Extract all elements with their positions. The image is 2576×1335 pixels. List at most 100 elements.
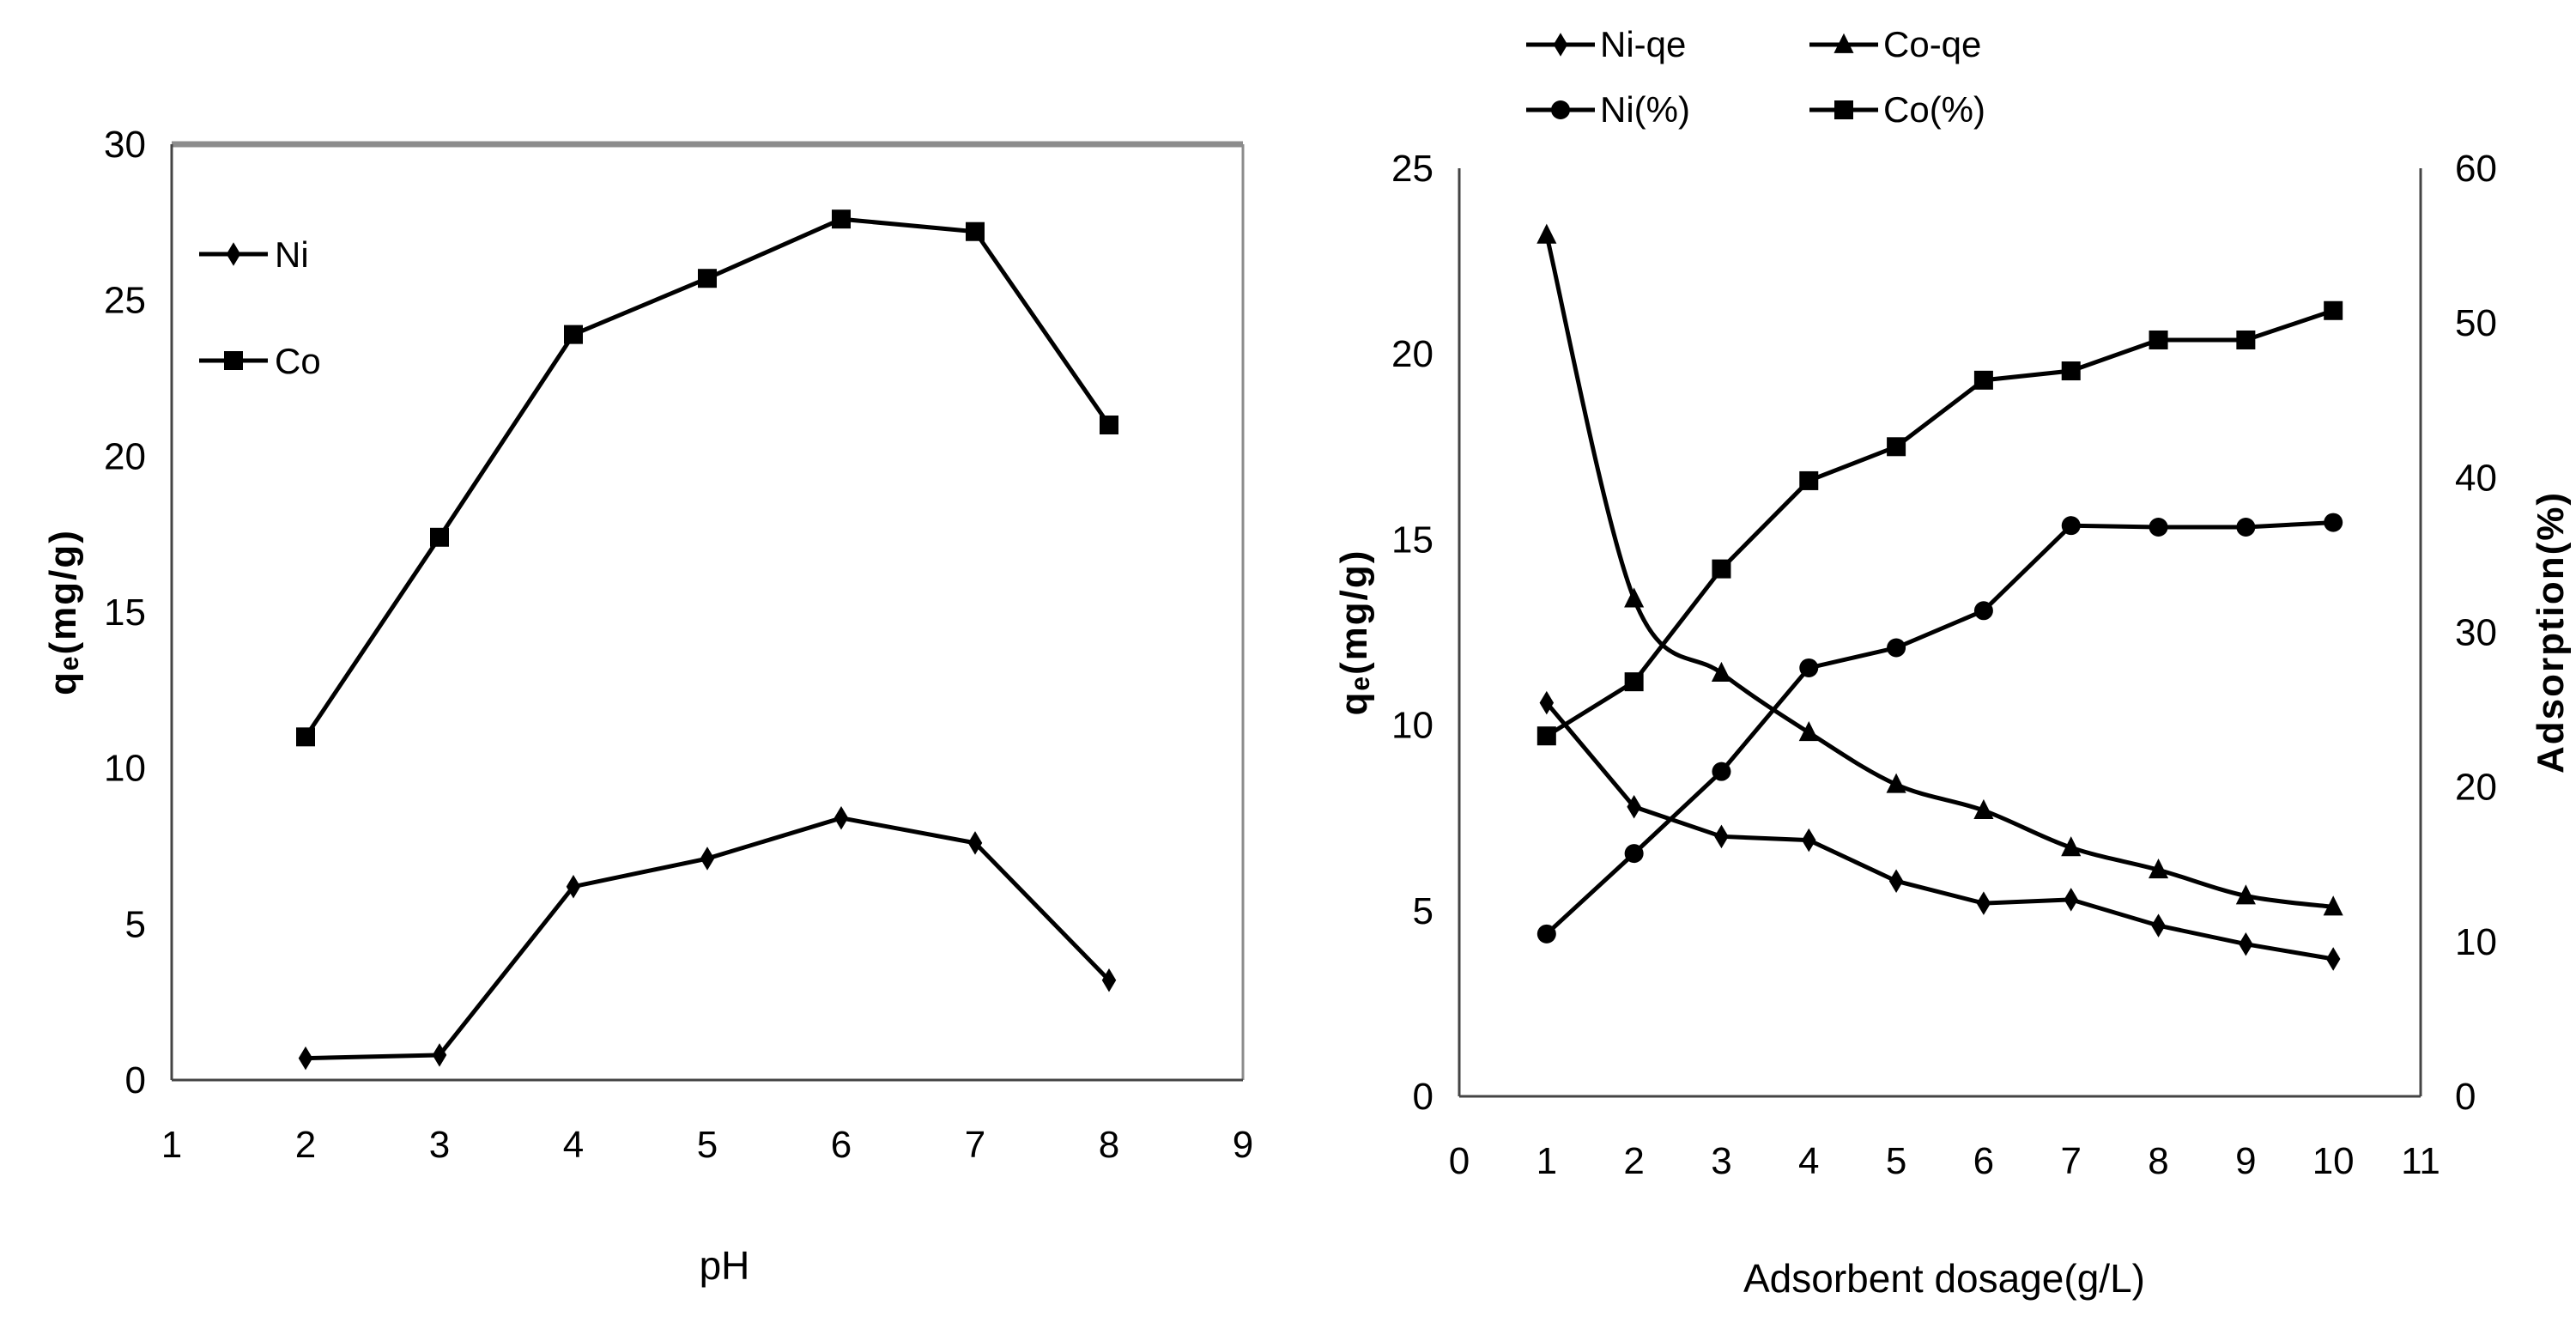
data-point-co: [966, 221, 985, 241]
x-tick-label: 0: [1449, 1140, 1470, 1182]
x-axis-label: pH: [700, 1243, 750, 1288]
legend-label: Ni(%): [1600, 89, 1690, 130]
data-point-co: [564, 325, 583, 344]
data-point-co: [1537, 726, 1556, 746]
data-point-ni: [2236, 517, 2256, 537]
legend-label: Co: [275, 341, 321, 381]
x-tick-label: 7: [965, 1124, 985, 1166]
data-point-co-qe: [1798, 721, 1819, 742]
data-point-co: [1712, 559, 1731, 579]
data-point-co: [1100, 416, 1118, 434]
y-tick-label: 0: [1413, 1076, 1433, 1118]
data-point-co-qe: [1711, 661, 1732, 682]
x-tick-label: 6: [831, 1124, 852, 1166]
data-point-co-qe: [1537, 223, 1557, 244]
y-axis-label: qₑ(mg/g): [42, 529, 84, 695]
x-tick-label: 7: [2060, 1140, 2081, 1182]
y2-tick-label: 50: [2455, 302, 2497, 344]
y2-tick-label: 60: [2455, 148, 2497, 190]
x-tick-label: 4: [563, 1124, 584, 1166]
y-tick-label: 0: [125, 1059, 146, 1101]
data-point-co: [698, 269, 717, 288]
data-point-co-qe: [2148, 859, 2169, 879]
data-point-ni-qe: [1539, 690, 1555, 715]
y-tick-label: 10: [1391, 705, 1433, 747]
data-point-co-qe: [1886, 773, 1906, 793]
y-tick-label: 15: [104, 592, 146, 634]
data-point-ni-qe: [1802, 828, 1816, 853]
data-point-ni-qe: [1888, 869, 1904, 893]
x-tick-label: 2: [1623, 1140, 1644, 1182]
data-point-co-qe: [1973, 798, 1994, 819]
legend-marker: [224, 351, 243, 370]
data-point-ni: [1712, 762, 1731, 781]
x-tick-label: 5: [697, 1124, 718, 1166]
legend-label: Co(%): [1883, 89, 1985, 130]
y-axis-label: qₑ(mg/g): [1333, 549, 1375, 716]
data-point-co: [296, 727, 315, 747]
x-tick-label: 8: [2148, 1140, 2168, 1182]
legend-label: Ni: [275, 234, 309, 275]
x-tick-label: 1: [161, 1124, 182, 1166]
y-tick-label: 5: [125, 903, 146, 945]
data-point-ni-qe: [1627, 794, 1641, 819]
chart-ph: 0 5 10 15 20 25 30 1 2 3 4 5 6 7 8 9 pH qₑ(mg/g) Ni Co: [42, 124, 1253, 1288]
data-point-ni: [1799, 658, 1819, 677]
y-tick-label: 20: [1391, 333, 1433, 375]
data-point-co: [832, 209, 851, 229]
x-axis-label: Adsorbent dosage(g/L): [1743, 1256, 2145, 1301]
y-tick-label: 20: [104, 435, 146, 477]
data-point-co: [1973, 370, 1993, 390]
x-tick-label: 6: [1973, 1140, 1994, 1182]
legend-marker: [1551, 100, 1570, 119]
data-point-ni-qe: [2064, 888, 2078, 912]
data-point-co: [1624, 672, 1644, 692]
data-point-co: [1799, 470, 1819, 490]
x-tick-label: 8: [1099, 1124, 1119, 1166]
y-tick-label: 15: [1391, 519, 1433, 561]
data-point-co-qe: [2235, 884, 2256, 905]
data-point-ni: [298, 1046, 313, 1071]
y2-tick-label: 0: [2455, 1076, 2476, 1118]
y2-tick-label: 20: [2455, 767, 2497, 809]
data-point-ni: [967, 831, 983, 855]
data-point-ni: [700, 847, 715, 871]
data-point-ni: [2061, 516, 2081, 536]
series-line-ni: [1545, 520, 2334, 936]
data-point-ni-qe: [2151, 913, 2166, 938]
legend-label: Ni-qe: [1600, 24, 1686, 64]
data-point-co: [2061, 361, 2081, 381]
y2-tick-label: 30: [2455, 612, 2497, 654]
y2-tick-label: 40: [2455, 457, 2497, 499]
x-tick-label: 3: [429, 1124, 450, 1166]
series-line-co: [1545, 308, 2334, 738]
data-point-co: [430, 527, 449, 547]
x-tick-label: 11: [2401, 1140, 2440, 1182]
data-point-ni: [432, 1043, 447, 1067]
legend-label: Co-qe: [1883, 24, 1981, 64]
legend-marker: [1834, 100, 1853, 119]
legend-marker: [226, 242, 241, 266]
legend-marker: [1834, 33, 1854, 53]
data-point-ni-qe: [2325, 947, 2341, 971]
data-point-ni: [566, 874, 581, 899]
data-point-co-qe: [2323, 895, 2343, 916]
y-tick-label: 25: [1391, 148, 1433, 190]
data-point-co: [1887, 437, 1906, 457]
x-tick-label: 9: [1233, 1124, 1253, 1166]
x-tick-label: 3: [1711, 1140, 1731, 1182]
chart-dosage: 0 5 10 15 20 25 0 10 20 30 40 50 60 0 1 2 3 4 5 6 7 8 9 10 11 Ads…: [1333, 24, 2572, 1301]
x-tick-label: 2: [295, 1124, 316, 1166]
y-tick-label: 25: [104, 280, 146, 322]
x-tick-label: 10: [2312, 1140, 2355, 1182]
series-line-co: [303, 216, 1112, 738]
data-point-co: [2324, 300, 2343, 320]
data-point-ni-qe: [1714, 824, 1729, 849]
data-point-ni: [1101, 968, 1117, 992]
x-tick-label: 4: [1798, 1140, 1819, 1182]
y-tick-label: 30: [104, 124, 146, 166]
data-point-co: [2236, 330, 2256, 349]
x-tick-label: 5: [1886, 1140, 1906, 1182]
legend-marker: [1553, 33, 1568, 57]
